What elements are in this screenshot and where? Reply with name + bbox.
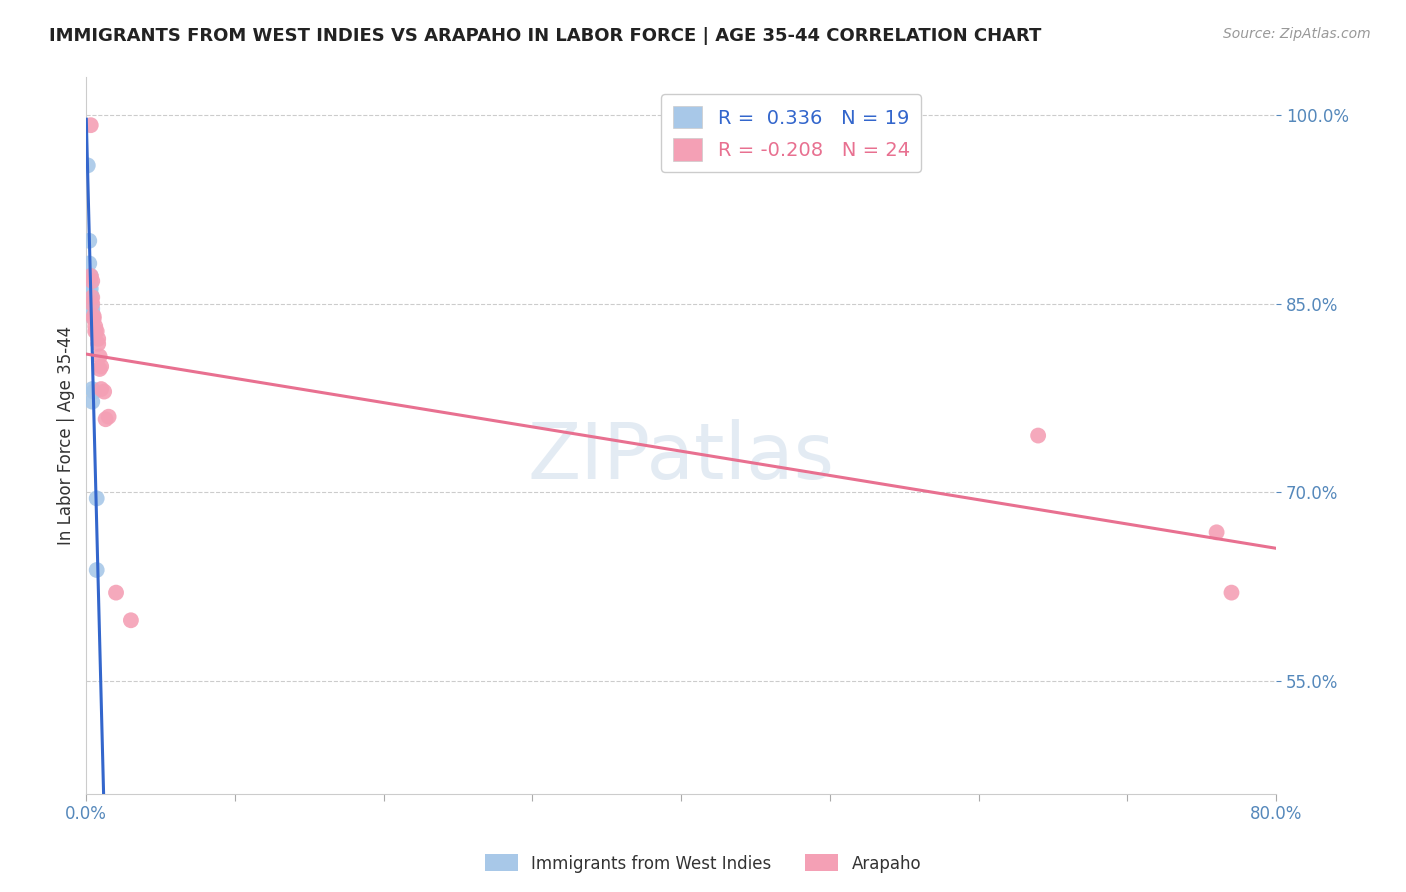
Text: ZIPatlas: ZIPatlas [527, 419, 835, 495]
Point [97, 409, 120, 424]
Point [84, 319, 107, 334]
Point [87, 332, 110, 346]
Point [83, 311, 105, 326]
Point [80, 277, 103, 291]
Point [89, 362, 111, 376]
Text: Source: ZipAtlas.com: Source: ZipAtlas.com [1223, 27, 1371, 41]
Point [82, 305, 104, 319]
Point [80, 286, 103, 301]
Point [1205, 525, 1227, 540]
Legend: R =  0.336   N = 19, R = -0.208   N = 24: R = 0.336 N = 19, R = -0.208 N = 24 [661, 95, 921, 172]
Point [80, 268, 103, 283]
Point [94, 412, 117, 426]
Point [105, 585, 128, 599]
Point [76, 158, 98, 172]
Legend: Immigrants from West Indies, Arapaho: Immigrants from West Indies, Arapaho [478, 847, 928, 880]
Point [82, 394, 104, 409]
Point [80, 294, 103, 309]
Point [80, 299, 103, 313]
Point [120, 613, 142, 627]
Point [90, 382, 112, 396]
Point [84, 324, 107, 338]
Point [93, 384, 115, 399]
Point [86, 563, 108, 577]
Point [80, 290, 103, 304]
Point [90, 359, 112, 374]
Point [89, 350, 111, 364]
Point [82, 301, 104, 316]
Point [83, 309, 105, 323]
Point [86, 491, 108, 506]
Point [82, 290, 104, 304]
Point [82, 382, 104, 396]
Point [82, 309, 104, 323]
Point [83, 384, 105, 399]
Point [1220, 585, 1243, 599]
Point [77, 234, 100, 248]
Point [80, 118, 103, 132]
Point [87, 336, 110, 351]
Point [82, 274, 104, 288]
Point [80, 281, 103, 295]
Point [77, 256, 100, 270]
Point [80, 268, 103, 283]
Point [80, 296, 103, 310]
Point [1026, 428, 1049, 442]
Point [86, 324, 108, 338]
Point [82, 296, 104, 310]
Text: IMMIGRANTS FROM WEST INDIES VS ARAPAHO IN LABOR FORCE | AGE 35-44 CORRELATION CH: IMMIGRANTS FROM WEST INDIES VS ARAPAHO I… [49, 27, 1042, 45]
Y-axis label: In Labor Force | Age 35-44: In Labor Force | Age 35-44 [58, 326, 75, 545]
